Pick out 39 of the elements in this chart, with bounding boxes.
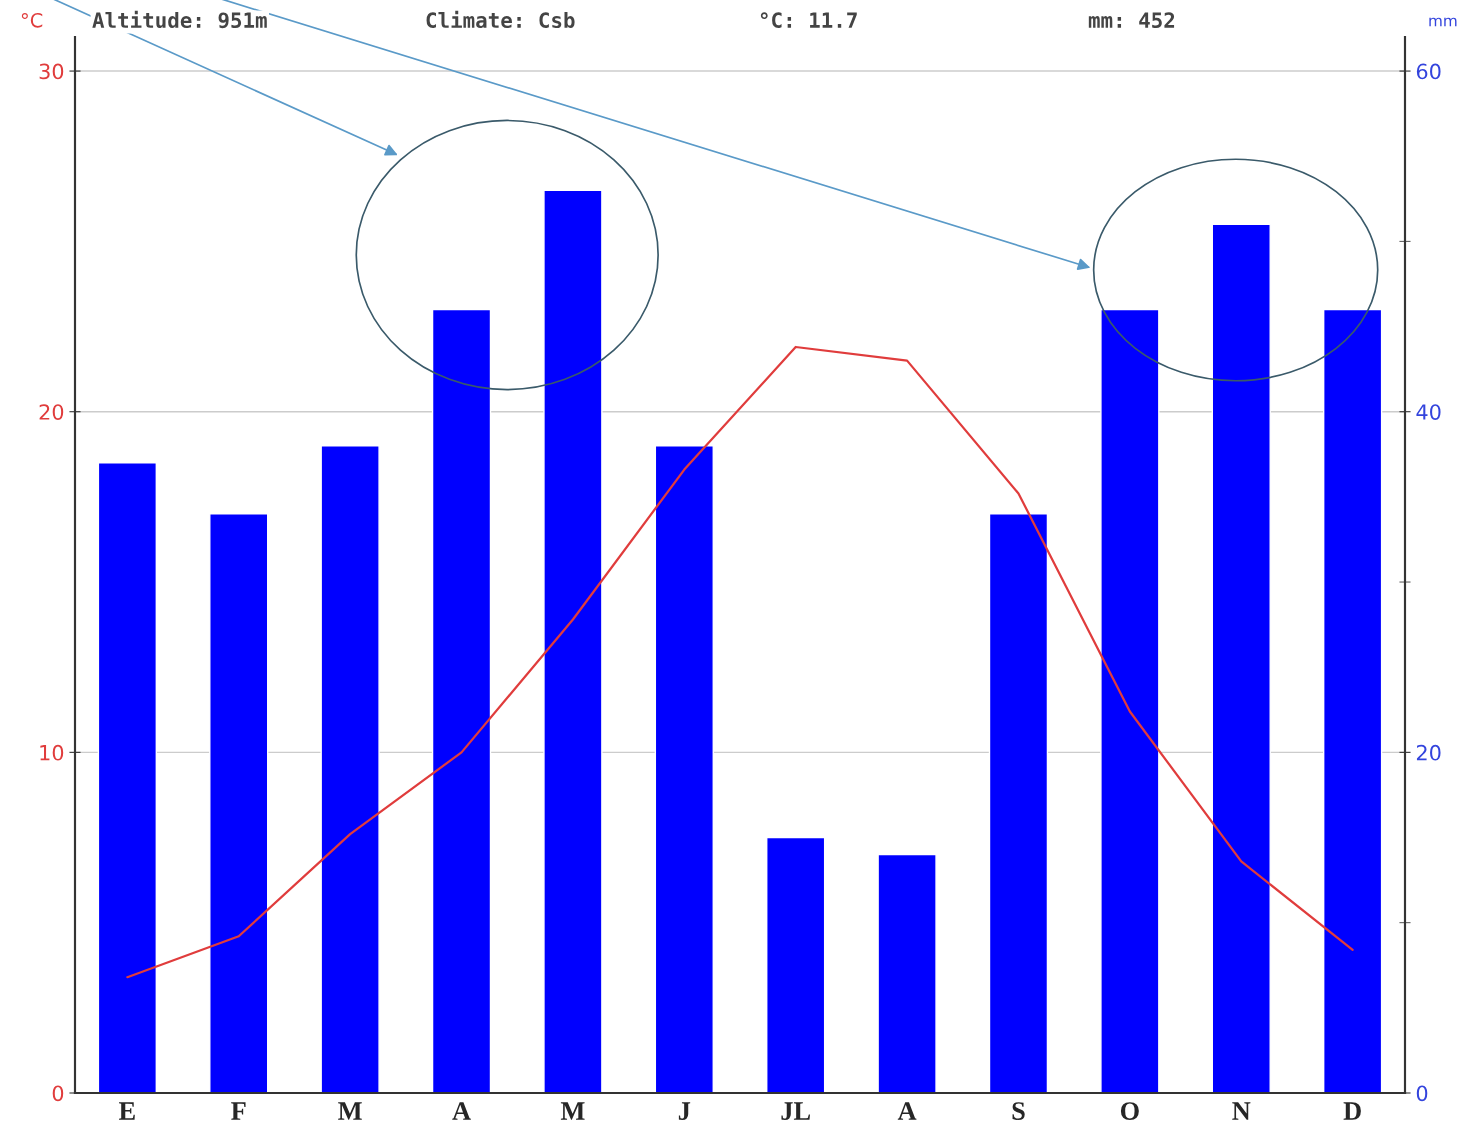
text: °C: 11.7 <box>760 12 857 29</box>
bar <box>1211 223 1271 1093</box>
text: Altitude: 951m <box>92 10 267 29</box>
x-tick-label: E <box>119 1102 135 1120</box>
x-tick-label: F <box>231 1102 246 1120</box>
y-tick-label: 0 <box>52 1085 64 1102</box>
bar <box>766 836 826 1093</box>
y2-tick-label: 0 <box>1416 1085 1428 1102</box>
y-axis-title: °C <box>21 12 43 28</box>
x-tick-label: O <box>1120 1102 1139 1120</box>
bar <box>97 462 158 1093</box>
x-tick-label: A <box>897 1102 917 1120</box>
bar <box>988 513 1049 1093</box>
bar <box>209 513 269 1093</box>
y2-tick-label: 60 <box>1416 63 1441 80</box>
text: Climate: Csb <box>426 10 575 29</box>
y2-tick-label: 40 <box>1416 404 1441 420</box>
y-tick-label: 30 <box>39 63 64 80</box>
x-tick-label: A <box>452 1102 471 1120</box>
bar <box>431 308 492 1093</box>
bar <box>654 445 714 1093</box>
bar <box>1322 308 1383 1093</box>
x-tick-label: M <box>338 1102 362 1120</box>
y-tick-label: 20 <box>39 404 64 420</box>
x-tick-label: JL <box>781 1102 810 1120</box>
x-tick-label: S <box>1012 1102 1025 1120</box>
y2-tick-label: 20 <box>1416 744 1441 761</box>
y-tick-label: 10 <box>40 744 64 761</box>
bar <box>1100 308 1160 1093</box>
bar <box>543 189 603 1093</box>
x-tick-label: N <box>1232 1102 1251 1120</box>
line-series <box>126 345 1354 979</box>
bar <box>877 853 937 1093</box>
text: mm: 452 <box>1088 12 1175 29</box>
x-tick-label: M <box>560 1102 585 1120</box>
x-tick-label: D <box>1343 1102 1361 1120</box>
bar <box>320 445 380 1093</box>
y2-axis-title: mm <box>1429 17 1457 27</box>
x-tick-label: J <box>678 1102 691 1120</box>
